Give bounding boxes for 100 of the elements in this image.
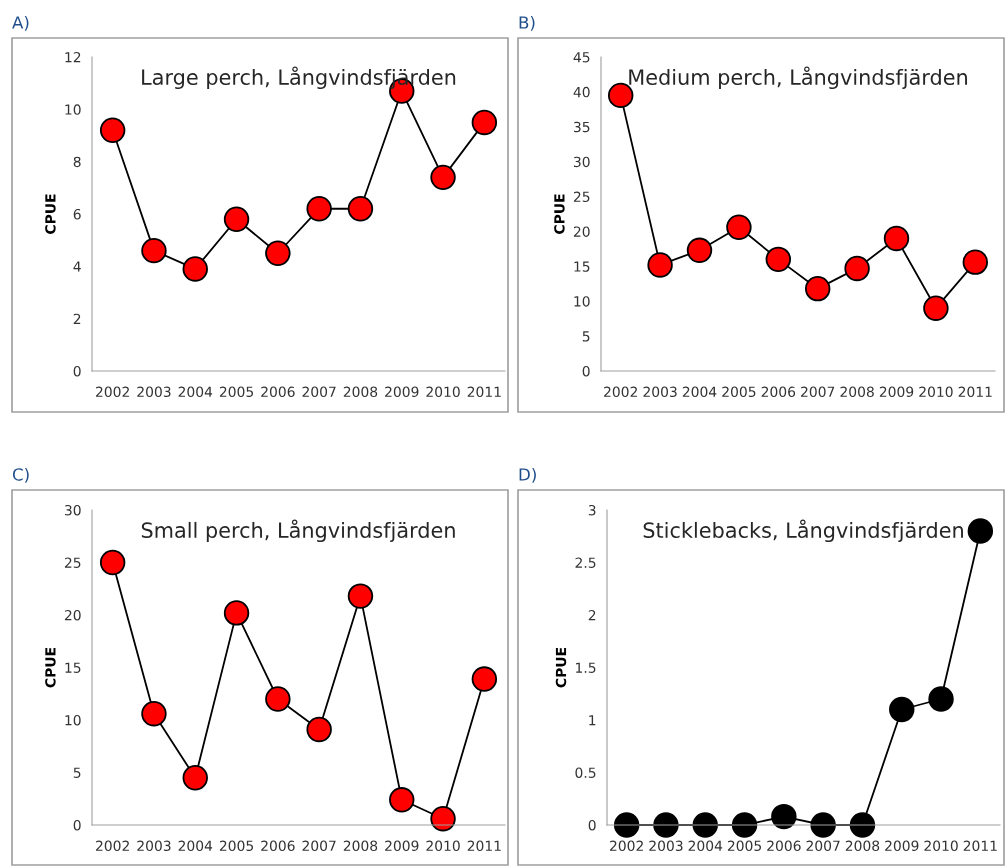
point [928,686,954,712]
x-tick-label: 2004 [178,386,213,398]
x-tick-label: 2008 [343,386,378,398]
point [731,812,758,838]
point [306,716,332,743]
y-tick-label: 20 [573,226,590,237]
point [923,295,949,321]
y-axis-title: CPUE [45,194,56,234]
x-tick-label: 2008 [845,840,880,852]
y-tick-label: 25 [64,557,81,568]
x-tick-label: 2006 [261,840,295,852]
point [647,252,673,278]
point [962,249,989,275]
point [726,214,752,240]
point [471,109,498,136]
x-tick-label: 2003 [643,386,677,398]
y-tick-label: 10 [65,104,81,115]
x-tick-label: 2002 [609,840,643,852]
point [389,787,415,813]
point [471,666,498,692]
x-tick-label: 2007 [302,386,336,398]
point [771,803,797,830]
x-tick-label: 2002 [604,386,637,398]
x-tick-label: 2006 [261,386,295,398]
y-tick-label: 8 [73,156,81,168]
point [265,240,291,266]
point [347,583,374,609]
point [686,237,713,263]
x-tick-label: 2008 [343,840,378,852]
y-tick-label: 45 [573,52,590,63]
point [613,812,640,838]
x-tick-label: 2009 [879,386,914,398]
y-tick-label: 2 [588,609,596,621]
point [223,600,250,626]
point [810,812,836,838]
point [967,518,994,544]
x-tick-label: 2011 [467,386,501,398]
x-tick-label: 2011 [958,386,992,398]
y-tick-label: 30 [573,156,590,168]
point [141,237,167,264]
y-tick-label: 1.5 [576,662,596,673]
y-tick-label: 0 [582,365,590,377]
y-axis-title: CPUE [45,647,56,688]
x-tick-label: 2006 [767,840,801,852]
point [804,275,831,302]
point [306,196,332,222]
x-tick-label: 2010 [924,840,958,852]
y-tick-label: 25 [573,191,590,203]
point [265,686,291,712]
x-tick-label: 2009 [385,386,419,398]
y-tick-label: 1 [589,715,596,726]
y-tick-label: 3 [588,504,596,516]
y-tick-label: 30 [64,504,81,516]
point [223,206,250,232]
x-tick-label: 2004 [178,840,213,852]
x-tick-label: 2011 [963,840,997,852]
y-tick-label: 15 [574,261,590,272]
x-tick-label: 2004 [682,386,717,398]
x-tick-label: 2005 [722,386,756,398]
point [430,805,456,832]
x-tick-label: 2007 [801,386,835,398]
text: A) [12,15,29,31]
x-tick-label: 2002 [95,840,129,852]
point [182,256,208,282]
y-tick-label: 0 [73,365,81,377]
y-tick-label: 12 [65,51,81,63]
point [182,765,208,791]
y-tick-label: 35 [573,121,590,133]
point [653,812,679,838]
y-tick-label: 0 [73,819,81,831]
y-tick-label: 10 [65,714,81,726]
x-tick-label: 2005 [219,386,254,398]
x-tick-label: 2009 [385,840,419,852]
y-tick-label: 15 [65,662,81,673]
y-tick-label: 4 [73,261,81,272]
x-tick-label: 2005 [219,840,254,852]
y-tick-label: 6 [73,208,81,220]
chart-title: Small perch, Långvindsfjärden [141,519,455,543]
x-tick-label: 2010 [426,840,460,852]
text: D) [519,467,536,483]
x-tick-label: 2008 [840,386,874,398]
y-tick-label: 40 [573,86,590,98]
chart-title: Sticklebacks, Långvindsfjärden [643,519,963,543]
y-tick-label: 0 [588,819,596,831]
y-tick-label: 5 [582,331,590,342]
chart-title: Medium perch, Långvindsfjärden [629,66,967,90]
x-tick-label: 2003 [137,386,171,398]
x-tick-label: 2004 [688,840,723,852]
point [430,164,456,191]
y-tick-label: 2 [73,313,81,324]
y-tick-label: 5 [73,767,81,778]
x-tick-label: 2011 [467,840,501,852]
point [889,696,915,723]
x-tick-label: 2006 [761,386,796,398]
x-tick-label: 2002 [95,386,129,398]
x-tick-label: 2010 [919,386,953,398]
x-tick-label: 2003 [649,840,683,852]
point [347,196,374,222]
x-tick-label: 2003 [137,840,171,852]
x-tick-label: 2007 [806,840,840,852]
